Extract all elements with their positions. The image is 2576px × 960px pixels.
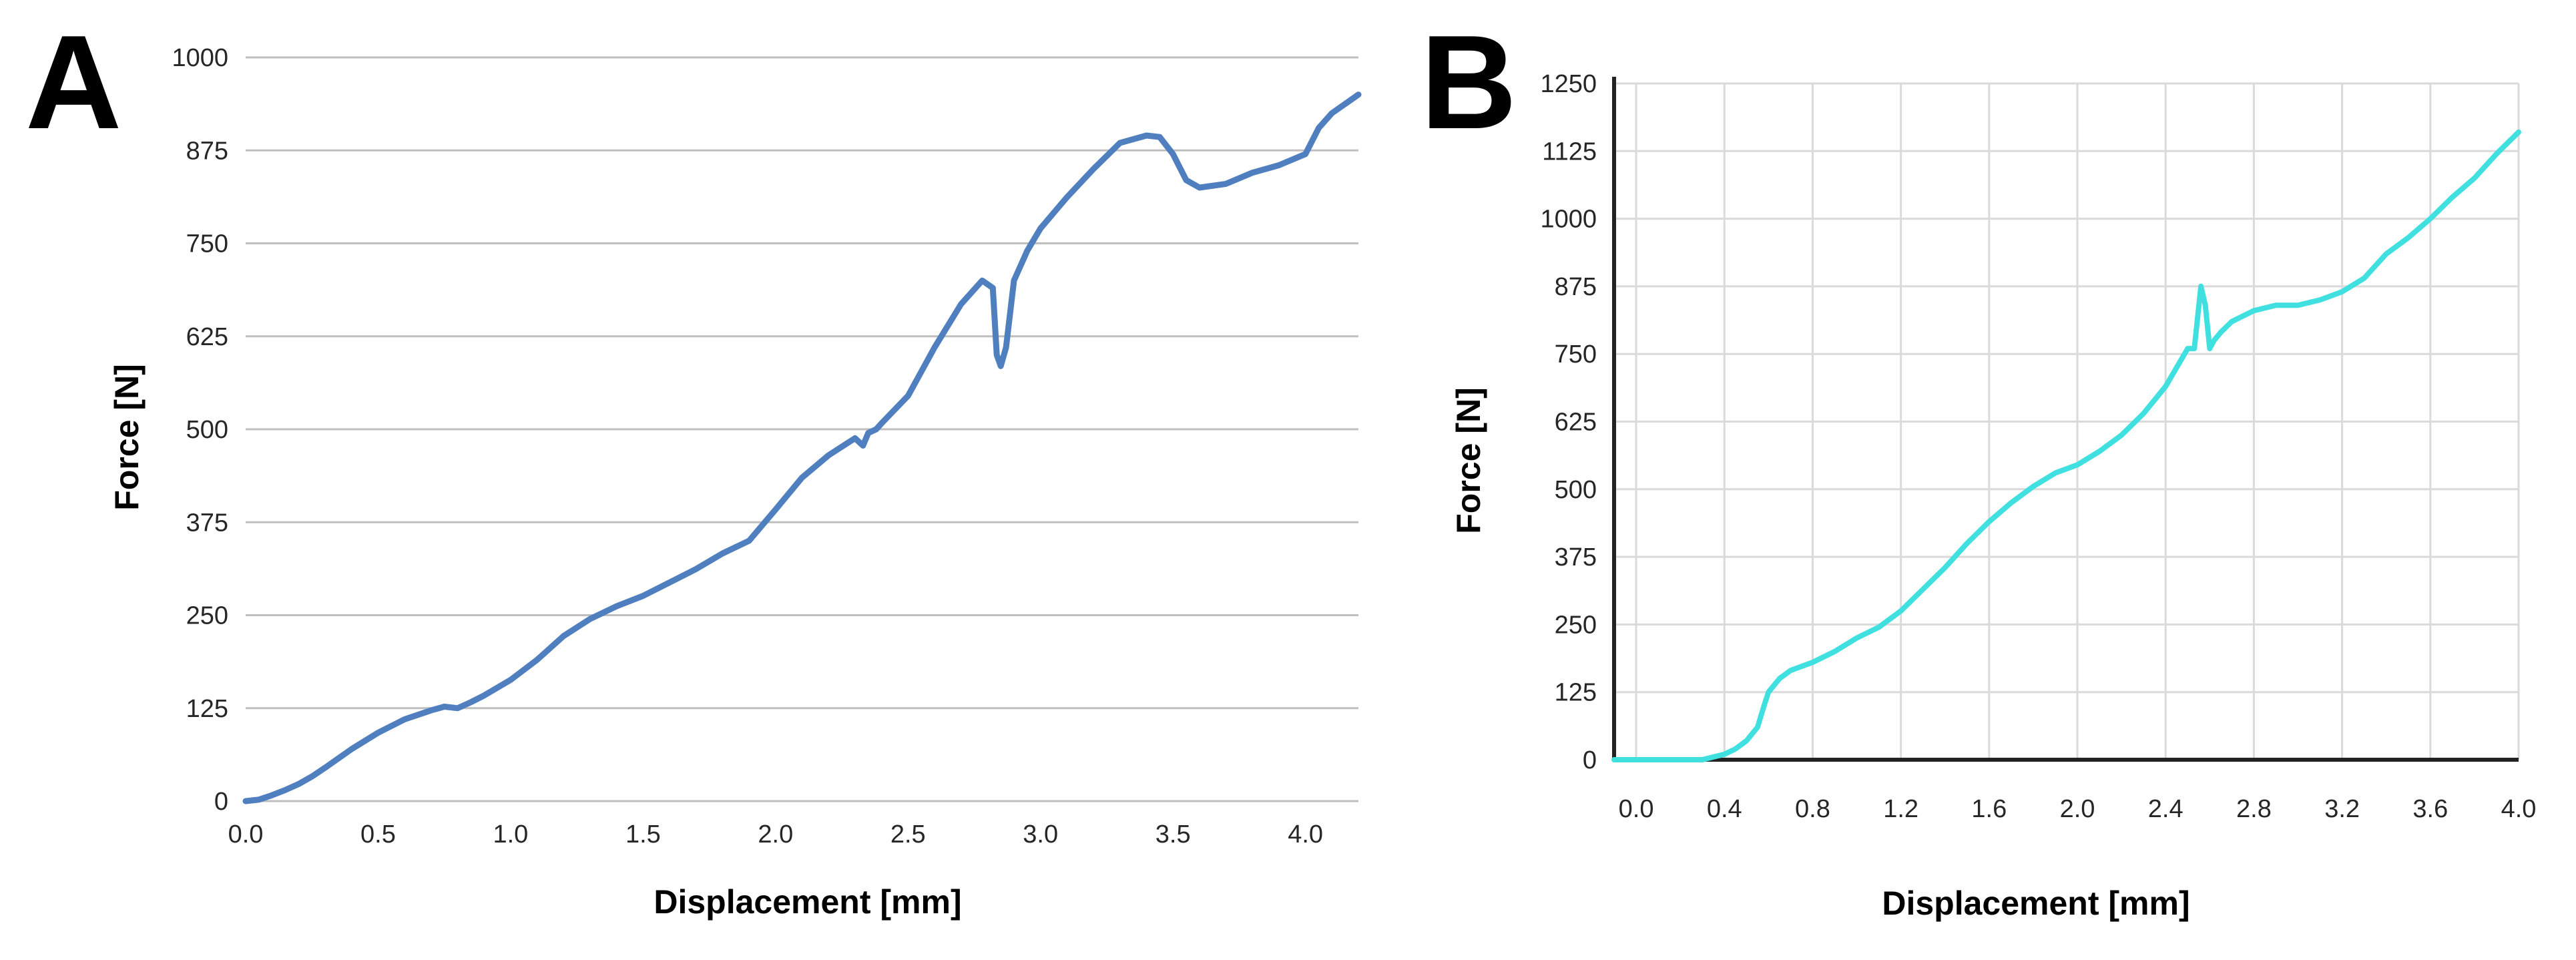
panel-b-y-tick-label: 375 xyxy=(1555,543,1597,571)
panel-b-y-tick-label: 625 xyxy=(1555,409,1597,437)
panel-a-y-tick-label: 500 xyxy=(186,416,228,444)
panel-b-y-tick-label: 1000 xyxy=(1540,206,1597,234)
panel-b-y-tick-label: 500 xyxy=(1555,476,1597,504)
panel-a-gridlines xyxy=(246,56,1358,802)
panel-b-y-tick-label: 125 xyxy=(1555,679,1597,707)
panel-a-y-axis-title: Force [N] xyxy=(108,364,146,510)
panel-a-y-tick-label: 875 xyxy=(186,137,228,165)
panel-a-x-tick-label: 1.5 xyxy=(625,820,661,849)
panel-b-x-tick-label: 0.8 xyxy=(1795,795,1830,823)
panel-b-x-tick-labels: 0.0 0.4 0.8 1.2 1.6 2.0 2.4 2.8 3.2 3.6 4.0 xyxy=(1619,795,2537,823)
panel-a-series xyxy=(242,91,1362,804)
panel-a-y-tick-label: 750 xyxy=(186,230,228,258)
panel-a-x-tick-label: 3.5 xyxy=(1155,820,1191,849)
panel-a-x-tick-label: 4.0 xyxy=(1288,820,1323,849)
panel-a-x-tick-label: 0.5 xyxy=(360,820,396,849)
panel-b-x-tick-label: 2.0 xyxy=(2060,795,2095,823)
panel-b-series xyxy=(1611,129,2521,762)
panel-b-y-tick-label: 1250 xyxy=(1540,70,1597,98)
panel-b-x-tick-label: 1.6 xyxy=(1971,795,2007,823)
panel-b-x-tick-label: 4.0 xyxy=(2501,795,2537,823)
panel-a-x-tick-label: 0.0 xyxy=(228,820,264,849)
panel-b-x-axis-title: Displacement [mm] xyxy=(1882,885,2189,922)
panel-b: B 0 125 250 375 500 625 750 875 1000 1125 1250 0.0… xyxy=(1421,8,2536,922)
panel-b-y-tick-labels: 0 125 250 375 500 625 750 875 1000 1125 1250 xyxy=(1540,70,1597,774)
panel-b-series-line xyxy=(1611,129,2521,762)
panel-b-x-tick-label: 3.2 xyxy=(2324,795,2360,823)
panel-a-series-line xyxy=(242,91,1362,804)
panel-b-x-tick-label: 0.0 xyxy=(1619,795,1654,823)
panel-b-y-tick-label: 1125 xyxy=(1542,138,1597,166)
panel-b-x-tick-label: 0.4 xyxy=(1707,795,1742,823)
panel-a-x-tick-labels: 0.0 0.5 1.0 1.5 2.0 2.5 3.0 3.5 4.0 xyxy=(228,820,1323,849)
panel-b-letter: B xyxy=(1421,8,1517,157)
panel-b-y-tick-label: 750 xyxy=(1555,340,1597,369)
panel-a-x-tick-label: 1.0 xyxy=(493,820,528,849)
panel-b-y-axis-title: Force [N] xyxy=(1450,387,1487,533)
panel-b-axes xyxy=(1612,77,2519,762)
panel-a-letter: A xyxy=(25,8,121,157)
panel-a-y-tick-label: 375 xyxy=(186,509,228,537)
panel-a-x-axis-title: Displacement [mm] xyxy=(654,883,961,921)
panel-a-y-tick-label: 250 xyxy=(186,602,228,630)
panel-a-y-tick-label: 125 xyxy=(186,695,228,723)
panel-b-x-tick-label: 3.6 xyxy=(2412,795,2448,823)
panel-b-y-tick-label: 0 xyxy=(1583,746,1597,774)
panel-a-y-tick-label: 0 xyxy=(214,788,228,816)
panel-b-x-tick-label: 2.4 xyxy=(2148,795,2183,823)
panel-b-x-tick-label: 1.2 xyxy=(1883,795,1918,823)
panel-b-y-tick-label: 875 xyxy=(1555,273,1597,301)
panel-a-x-tick-label: 2.5 xyxy=(890,820,926,849)
panel-a-y-tick-label: 1000 xyxy=(172,44,228,72)
panel-a: A 0 125 250 375 500 625 750 875 1000 0.0 0.5 1.0 1.… xyxy=(25,8,1362,921)
panel-a-x-tick-label: 3.0 xyxy=(1023,820,1058,849)
panel-a-y-tick-label: 625 xyxy=(186,323,228,351)
panel-a-x-tick-label: 2.0 xyxy=(758,820,793,849)
panel-b-gridlines xyxy=(1614,82,2520,761)
panel-b-y-tick-label: 250 xyxy=(1555,611,1597,639)
panel-a-y-tick-labels: 0 125 250 375 500 625 750 875 1000 xyxy=(172,44,228,816)
panel-b-x-tick-label: 2.8 xyxy=(2236,795,2272,823)
